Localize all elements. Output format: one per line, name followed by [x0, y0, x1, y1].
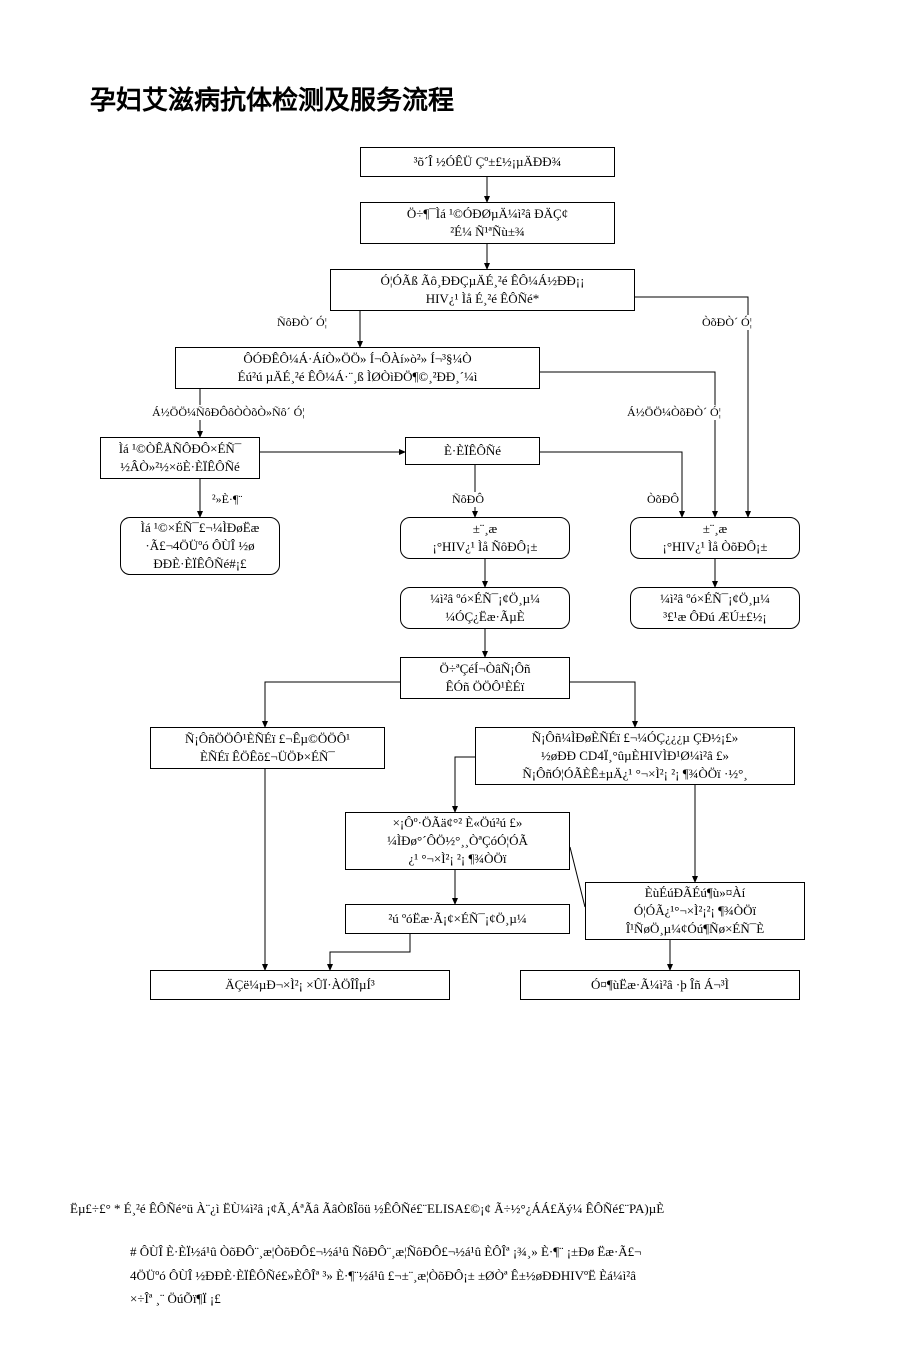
- flowchart: ³õ´Î ½ÓÊÜ Çº±£½¡µÄÐÐ¾ Ö÷¶¯Ìá ¹©ÓÐØµÄ¼ì²â…: [30, 147, 890, 1177]
- footnote-1: Ëµ£÷£° * É¸²é ÊÔÑé°ü À¨¿ì ËÙ¼ì²â ¡¢Ã¸ÁªÃ…: [70, 1197, 850, 1220]
- node-n15: ×¡Ôº·ÖÃä¢°² È«Öú²ú £»¼ÌÐø°´ÔÖ½°¸¸ÒªÇóÓ¦Ó…: [345, 812, 570, 870]
- node-n10: ¼ì²â ºó×ÉÑ¯¡¢Ö¸µ¼¼ÓÇ¿Ëæ·ÃµÈ: [400, 587, 570, 629]
- edge-label-e4: Á½ÖÖ¼ÒõÐÒ´ Ó¦: [625, 405, 723, 420]
- edge-label-e5: ²»È·¶¨: [210, 492, 244, 507]
- node-n19: Ó¤¶ùËæ·Ã¼ì²â ·þ Îñ Á¬³Ì: [520, 970, 800, 1000]
- node-n18: ÄÇë¼µÐ¬×Ì²¡ ×ÛÏ·ÀÖÎÎµÍ³: [150, 970, 450, 1000]
- edge-label-e2: ÒõÐÒ´ Ó¦: [700, 315, 754, 330]
- node-n6: È·ÈÏÊÔÑé: [405, 437, 540, 465]
- edge-label-e7: ÒõÐÔ: [645, 492, 681, 507]
- node-n13: Ñ¡Ôñ¼ÌÐøÈÑÉï £¬¼ÓÇ¿¿¿µ ÇÐ½¡£»½øÐÐ CD4Ï¸°…: [475, 727, 795, 785]
- node-n12: Ö÷ªÇéÍ¬ÒâÑ¡ÔñÊÓñ ÖÖÔ¹ÈÉï: [400, 657, 570, 699]
- node-n14: Ñ¡ÔñÖÖÔ¹ÈÑÉï £¬Êµ©ÖÖÔ¹ÈÑÉï ÊÖÊõ£¬ÜÖÞ×ÉÑ¯: [150, 727, 385, 769]
- node-n4: Ô­ÓÐÊÔ¼Á·ÁíÒ»ÖÖ» Í¬Ô­Àí»ò²» Í¬³§¼ÒÉú²ú µ…: [175, 347, 540, 389]
- footnote-2: # ÔÙÎ È·ÈÏ½á¹û ÒõÐÔ¨¸æ¦ÒõÐÔ£¬½á¹û ÑôÐÔ¨¸…: [70, 1240, 850, 1310]
- node-n8: ±¨¸æ¡°HIV¿¹ Ìå ÑôÐÔ¡±: [400, 517, 570, 559]
- node-n17: ÈùÉúÐÃÉú¶ù»¤ÀíÓ¦ÓÃ¿¹°¬×Ì²¡²¡ ¶¾ÒÖïÎ¹ÑøÖ¸…: [585, 882, 805, 940]
- node-n5: Ìá ¹©ÒÊÅÑÔÐÔ×ÉÑ¯½ÂÒ»²½×öÈ·ÈÏÊÔÑé: [100, 437, 260, 479]
- edge-label-e1: ÑôÐÒ´ Ó¦: [275, 315, 329, 330]
- node-n1: ³õ´Î ½ÓÊÜ Çº±£½¡µÄÐÐ¾: [360, 147, 615, 177]
- node-n11: ¼ì²â ºó×ÉÑ¯¡¢Ö¸µ¼³£¹æ ÔÐú ÆÚ±£½¡: [630, 587, 800, 629]
- node-n3: Ó¦ÓÃß Ãô¸ÐÐÇµÄÉ¸²é ÊÔ¼Á½ÐÐ¡¡HIV¿¹ Ìå É¸²…: [330, 269, 635, 311]
- node-n16: ²ú ºóËæ·Ã¡¢×ÉÑ¯¡¢Ö¸µ¼: [345, 904, 570, 934]
- node-n7: Ìá ¹©×ÉÑ¯£¬¼ÌÐøËæ·Ã£¬4ÖÜºó ÔÙÎ ½øÐÐÈ·ÈÏÊ…: [120, 517, 280, 575]
- node-n9: ±¨¸æ¡°HIV¿¹ Ìå ÒõÐÔ¡±: [630, 517, 800, 559]
- page-title: 孕妇艾滋病抗体检测及服务流程: [90, 80, 890, 117]
- edge-label-e3: Á½ÖÖ¼ÑôÐÔôÒÒõÒ»Ñô´ Ó¦: [150, 405, 307, 420]
- node-n2: Ö÷¶¯Ìá ¹©ÓÐØµÄ¼ì²â ÐÄÇ¢²É¼ Ñ¹ªÑù±¾: [360, 202, 615, 244]
- edge-label-e6: ÑôÐÔ: [450, 492, 486, 507]
